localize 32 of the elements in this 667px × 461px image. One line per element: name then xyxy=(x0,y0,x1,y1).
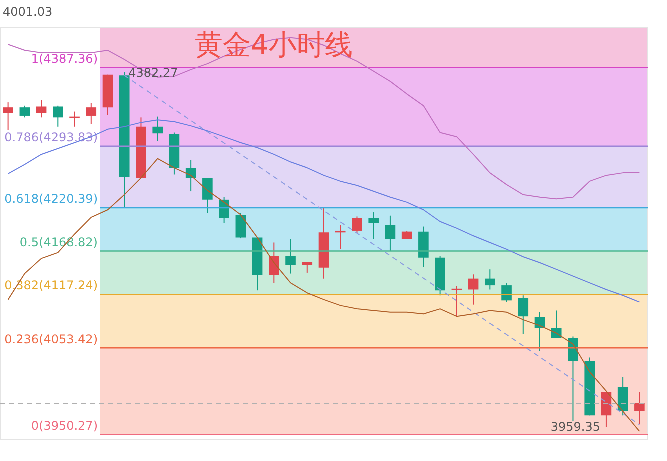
candlestick xyxy=(20,105,30,118)
candlestick xyxy=(568,336,578,422)
candlestick xyxy=(502,282,512,303)
candlestick xyxy=(551,310,562,339)
candlestick xyxy=(385,215,396,252)
candlestick xyxy=(368,212,379,240)
candlestick xyxy=(485,269,496,290)
ref-line-label: 0.236(4053.42) xyxy=(4,332,98,346)
ref-line-label: 0.618(4220.39) xyxy=(4,192,98,206)
candlestick xyxy=(634,392,645,425)
candlestick xyxy=(335,224,346,250)
candlestick xyxy=(286,238,296,274)
ref-line-label: 1(4387.36) xyxy=(31,52,98,66)
candlestick xyxy=(236,212,246,240)
candlestick xyxy=(152,116,163,142)
text: 4001.03 xyxy=(3,5,53,20)
candlestick xyxy=(36,100,47,118)
candlestick xyxy=(302,262,313,274)
candlestick xyxy=(3,102,14,131)
candlestick xyxy=(219,196,230,224)
candlestick xyxy=(86,102,97,125)
candlestick xyxy=(53,105,64,128)
candlestick xyxy=(518,295,529,335)
candlestick xyxy=(70,111,80,128)
candlestick xyxy=(468,274,479,306)
candlestick xyxy=(352,216,362,234)
candlestick xyxy=(202,178,213,214)
candlestick xyxy=(269,242,280,284)
annotation: 4382.27 xyxy=(128,66,178,80)
annotation: 3959.35 xyxy=(550,420,600,434)
candlestick xyxy=(452,286,462,318)
ref-line-label: 0(3950.27) xyxy=(31,418,98,433)
